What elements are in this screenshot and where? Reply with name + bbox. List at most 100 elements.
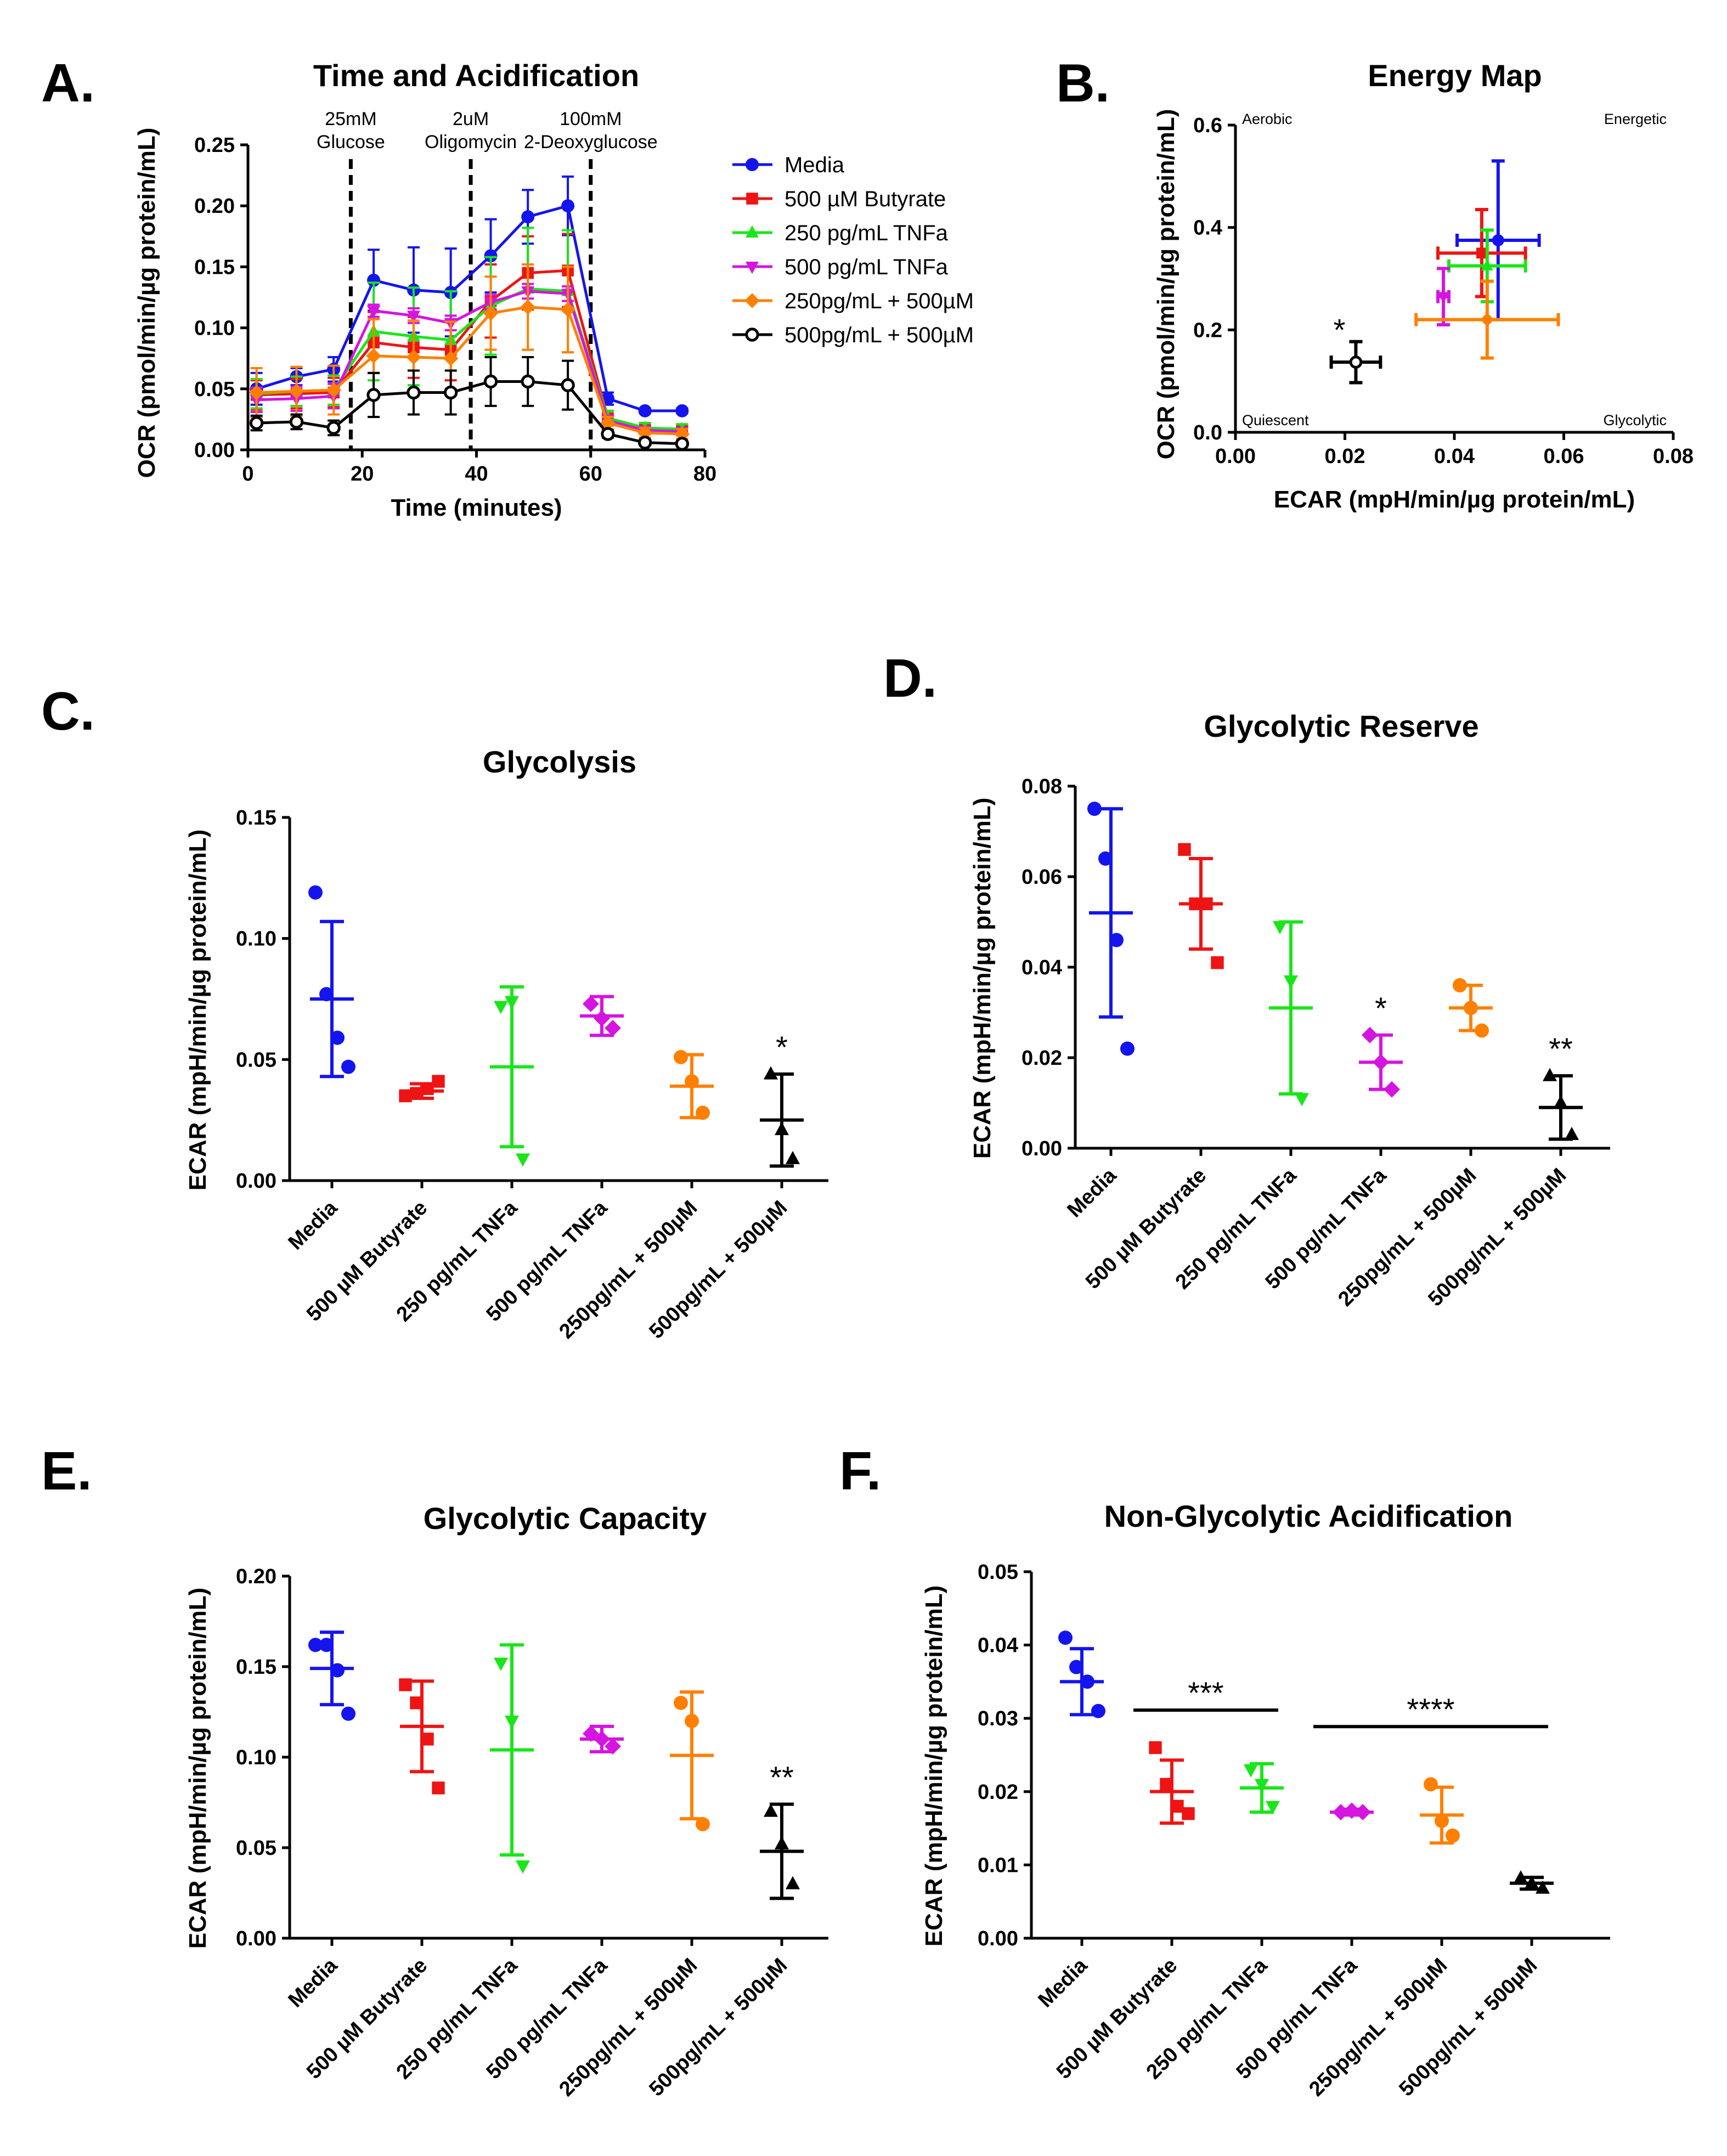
x-axis-label: Time (minutes): [391, 494, 562, 521]
y-tick-label: 0.00: [978, 1927, 1018, 1950]
panel-f: F. Non-Glycolytic Acidification 0.00 0.01 0.…: [839, 1441, 1610, 2101]
y-tick-label: 0.15: [194, 256, 235, 279]
y-tick-label: 0.05: [194, 378, 235, 401]
data-point: [1435, 1814, 1449, 1828]
y-axis-label: ECAR (mpH/min/µg protein/mL): [921, 1585, 947, 1946]
data-point: [407, 311, 420, 323]
data-point: [696, 1105, 710, 1120]
y-tick-label: 0.00: [236, 1927, 276, 1950]
legend-marker: [745, 328, 759, 342]
data-point: [674, 426, 690, 442]
x-tick-label: Media: [1034, 1954, 1092, 2012]
data-point: [1091, 1703, 1105, 1718]
data-point: [1120, 1041, 1135, 1056]
data-point: [484, 249, 498, 263]
legend-label: 250 pg/mL TNFa: [785, 221, 949, 245]
data-point: [399, 1678, 412, 1691]
data-point: [494, 1001, 508, 1014]
group-tnfa500: [1330, 1802, 1374, 1821]
data-point: [249, 416, 264, 430]
injection-label: 2uM: [453, 109, 489, 129]
x-tick-label: 80: [693, 462, 716, 486]
data-point: [1475, 1023, 1489, 1038]
data-point: [443, 351, 459, 366]
data-point: [685, 1714, 699, 1728]
data-point: [330, 1030, 345, 1045]
group-tnfa250: [490, 985, 534, 1167]
data-point: [483, 306, 499, 321]
y-tick-label: 0.01: [978, 1854, 1018, 1877]
y-tick-label: 0.03: [978, 1707, 1018, 1730]
legend-label: 500 µM Butyrate: [785, 187, 946, 211]
data-point: [560, 302, 575, 318]
corner-label: Glycolytic: [1603, 412, 1667, 428]
group-tnfa250: [1240, 1762, 1284, 1814]
data-point: [786, 1150, 800, 1165]
y-tick-label: 0.05: [236, 1837, 276, 1860]
y-tick-label: 0.15: [236, 1656, 276, 1679]
legend-item: 500 µM Butyrate: [732, 187, 946, 211]
data-point: [675, 437, 690, 451]
data-point: [1058, 1630, 1073, 1645]
legend-item: Media: [732, 153, 845, 177]
x-axis-label: ECAR (mpH/min/µg protein/mL): [1274, 486, 1635, 513]
y-tick-label: 0.05: [978, 1561, 1018, 1584]
data-point: [494, 1657, 508, 1671]
y-tick-label: 0.02: [1021, 1047, 1062, 1070]
data-point: [1554, 1095, 1568, 1109]
data-point: [764, 1066, 778, 1080]
energy-point-combo500: [1329, 340, 1382, 385]
y-tick-label: 0.25: [194, 134, 235, 157]
chart-title: Energy Map: [1368, 58, 1542, 93]
data-point: [407, 385, 421, 400]
data-point: [505, 996, 519, 1009]
data-point: [605, 1020, 621, 1036]
data-point: [1543, 1068, 1557, 1081]
data-point: [561, 199, 575, 213]
injection-label: 2-Deoxyglucose: [524, 132, 658, 153]
data-point: [583, 995, 599, 1012]
significance-label: *: [1375, 991, 1387, 1025]
legend-label: 250pg/mL + 500µM: [785, 289, 974, 313]
corner-label: Energetic: [1604, 111, 1667, 127]
data-point: [583, 1725, 599, 1742]
x-tick-label: Media: [284, 1954, 342, 2012]
legend-marker: [744, 293, 760, 308]
data-point: [410, 1087, 423, 1100]
data-point: [326, 421, 341, 435]
energy-point-combo250: [1414, 279, 1560, 360]
data-point: [1200, 897, 1213, 911]
legend-item: 250pg/mL + 500µM: [732, 289, 974, 313]
data-point: [675, 404, 689, 417]
x-tick-label: Media: [1063, 1164, 1121, 1222]
energy-point-butyrate: [1436, 208, 1527, 298]
group-combo250: [1449, 978, 1493, 1038]
significance-label: **: [770, 1760, 794, 1794]
y-tick-label: 0.10: [194, 317, 235, 340]
data-point: [1437, 292, 1450, 303]
data-point: [1354, 1804, 1371, 1821]
group-tnfa250: [1269, 920, 1313, 1107]
group-media: [1058, 1630, 1105, 1718]
data-point: [308, 1638, 323, 1652]
y-tick-label: 0.10: [236, 928, 276, 951]
data-point: [1211, 956, 1224, 969]
data-point: [1464, 1001, 1478, 1015]
data-point: [341, 1059, 355, 1074]
x-tick-label: 40: [465, 462, 488, 486]
significance-label: *: [776, 1030, 788, 1064]
data-point: [775, 1122, 789, 1136]
data-point: [1087, 802, 1102, 816]
legend-marker: [746, 225, 759, 238]
chart-title: Glycolytic Capacity: [424, 1501, 707, 1536]
y-tick-label: 0.15: [236, 806, 276, 829]
data-point: [249, 385, 264, 400]
data-point: [1160, 1777, 1173, 1791]
corner-label: Quiescent: [1242, 412, 1309, 428]
y-tick-label: 0.04: [978, 1634, 1018, 1657]
data-point: [637, 425, 653, 441]
data-point: [366, 348, 381, 364]
panel-label: D.: [883, 648, 937, 708]
data-point: [674, 1696, 688, 1710]
data-point: [601, 427, 615, 441]
